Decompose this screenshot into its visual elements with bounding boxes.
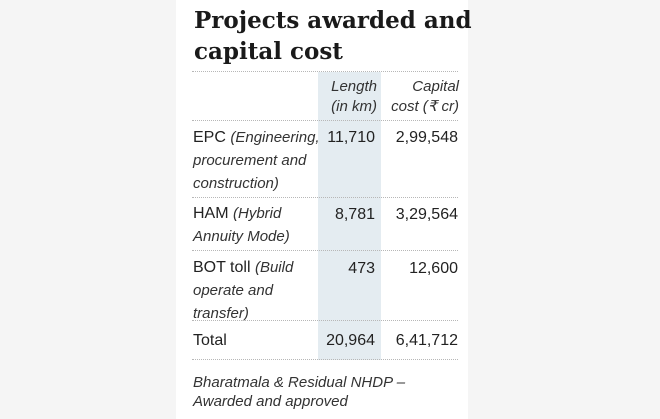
footnote: Bharatmala & Residual NHDP – Awarded and… [193, 374, 406, 410]
cell-cost: 6,41,712 [395, 332, 458, 349]
row-label-epc: EPC (Engineering, procurement and constr… [193, 126, 323, 195]
divider [192, 250, 458, 251]
row-abbr: EPC [193, 129, 226, 146]
row-abbr: HAM [193, 205, 229, 222]
divider [192, 71, 458, 72]
row-abbr: BOT toll [193, 259, 251, 276]
row-label-ham: HAM (Hybrid Annuity Mode) [193, 202, 318, 248]
cell-cost: 12,600 [409, 260, 458, 277]
cell-cost: 2,99,548 [395, 129, 458, 146]
cell-length: 11,710 [327, 129, 375, 146]
row-label-total: Total [193, 329, 303, 352]
table-title: Projects awarded and capital cost [194, 7, 472, 65]
divider [192, 320, 458, 321]
column-header-length: Length (in km) [331, 78, 377, 115]
row-description: (Hybrid Annuity Mode) [193, 205, 290, 245]
divider [192, 359, 458, 360]
divider [192, 197, 458, 198]
row-description: (Build operate and transfer) [193, 259, 294, 322]
row-abbr: Total [193, 332, 227, 349]
row-description: (Engineering, procurement and constructi… [193, 129, 320, 192]
cell-length: 473 [348, 260, 375, 277]
cell-cost: 3,29,564 [395, 206, 458, 223]
column-header-cost: Capital cost (₹ cr) [391, 78, 459, 115]
divider [192, 120, 458, 121]
cell-length: 20,964 [326, 332, 375, 349]
row-label-bot: BOT toll (Build operate and transfer) [193, 256, 305, 325]
cell-length: 8,781 [334, 206, 375, 223]
